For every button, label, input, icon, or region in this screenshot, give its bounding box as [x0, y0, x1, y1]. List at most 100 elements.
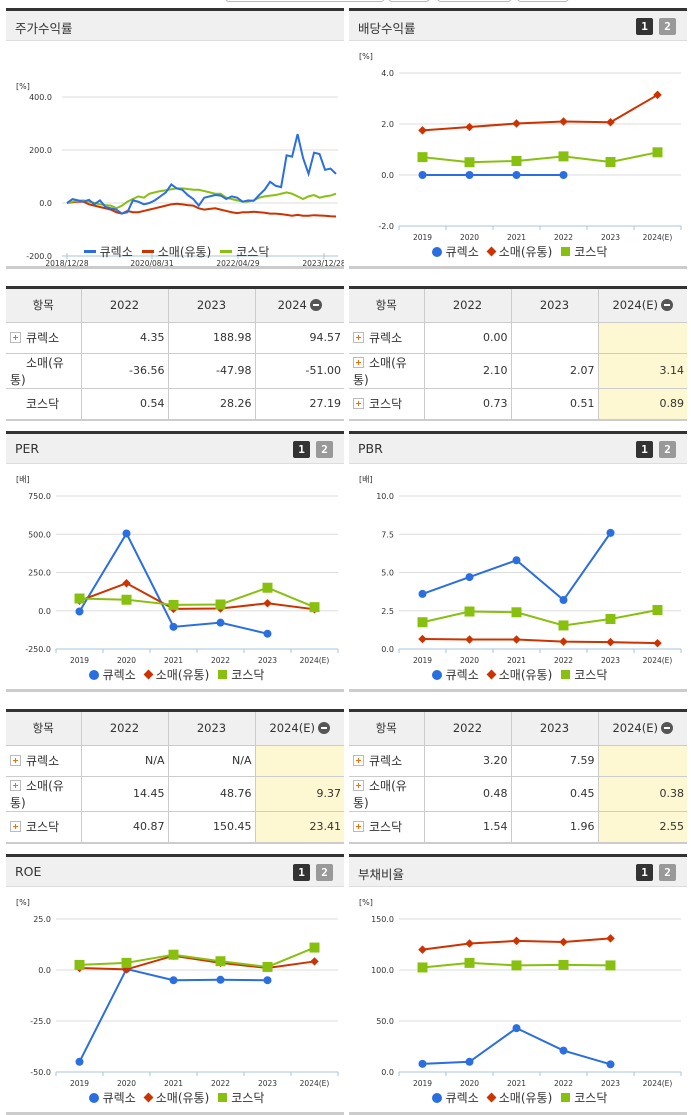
diamond-marker-icon — [143, 669, 154, 680]
legend-item-industry[interactable]: 소매(유통) — [485, 243, 553, 260]
circle-marker-icon — [88, 1092, 99, 1103]
legend-item-company[interactable]: 큐렉소 — [81, 243, 133, 260]
legend-label: 큐렉소 — [445, 668, 479, 682]
legend-label: 큐렉소 — [99, 245, 133, 259]
collapse-column-icon[interactable] — [309, 298, 322, 311]
value-cell: 3.14 — [598, 353, 687, 389]
svg-text:2020: 2020 — [460, 1079, 479, 1088]
page-2-button[interactable]: 2 — [659, 18, 676, 35]
value-cell: 0.89 — [598, 388, 687, 419]
value-cell: N/A — [168, 745, 256, 777]
legend-item-kosdaq[interactable]: 코스닥 — [215, 666, 264, 683]
value-cell: 1.54 — [424, 811, 512, 842]
table-row: 소매(유통) 0.48 0.45 0.38 — [349, 776, 687, 812]
circle-marker-icon — [88, 669, 99, 680]
legend-item-kosdaq[interactable]: 코스닥 — [217, 243, 269, 260]
value-cell: 2.55 — [598, 811, 687, 842]
line-marker-icon — [83, 250, 96, 253]
row-label: 큐렉소 — [349, 322, 425, 354]
svg-text:[배]: [배] — [359, 475, 373, 484]
svg-text:-25.0: -25.0 — [30, 1017, 51, 1026]
line-chart: [배] 750.0 500.0 250.0 0.0 -250.0 2019 2020 2021 2… — [16, 475, 339, 665]
panel-header: PER 1 2 — [6, 434, 344, 464]
value-cell — [511, 322, 599, 354]
expand-plus-icon[interactable] — [10, 779, 21, 791]
column-header-item: 항목 — [6, 289, 82, 323]
collapse-column-icon[interactable] — [661, 721, 673, 734]
expand-plus-icon[interactable] — [353, 356, 364, 368]
page-1-button[interactable]: 1 — [293, 864, 310, 881]
svg-text:0.0: 0.0 — [38, 966, 51, 975]
column-header-year: 2022 — [424, 289, 512, 323]
panel-title: PBR — [358, 441, 383, 456]
page-2-button[interactable]: 2 — [659, 864, 676, 881]
header-label: 2022 — [452, 721, 483, 736]
collapse-column-icon[interactable] — [318, 721, 330, 734]
toolbar-button[interactable] — [437, 0, 512, 2]
legend-item-industry[interactable]: 소매(유통) — [485, 1089, 552, 1106]
header-label: 2024(E) — [269, 721, 315, 736]
legend-item-company[interactable]: 큐렉소 — [429, 243, 479, 260]
panel-title: 배당수익률 — [358, 21, 416, 36]
header-label: 2023 — [539, 298, 570, 313]
legend-item-kosdaq[interactable]: 코스닥 — [558, 666, 607, 683]
expand-plus-icon[interactable] — [353, 398, 364, 410]
legend-item-kosdaq[interactable]: 코스닥 — [558, 243, 607, 260]
page-2-button[interactable]: 2 — [316, 864, 333, 881]
page-1-button[interactable]: 1 — [636, 18, 653, 35]
svg-text:150.0: 150.0 — [371, 915, 394, 924]
expand-plus-icon[interactable] — [353, 755, 364, 766]
legend-item-company[interactable]: 큐렉소 — [86, 666, 136, 683]
pbr-panel: PBR 1 2 [배] 10.0 7.5 5.0 2.5 0.0 2019 2020 2021 2… — [349, 431, 687, 692]
expand-plus-icon[interactable] — [10, 821, 21, 833]
column-header-item: 항목 — [349, 712, 425, 746]
legend-item-kosdaq[interactable]: 코스닥 — [558, 1089, 607, 1106]
circle-marker-icon — [431, 669, 442, 680]
toolbar-button[interactable] — [225, 0, 385, 2]
expand-plus-icon[interactable] — [353, 332, 364, 343]
page-2-button[interactable]: 2 — [659, 441, 676, 458]
collapse-column-icon[interactable] — [661, 298, 673, 311]
value-cell: 28.26 — [168, 388, 256, 419]
legend-item-industry[interactable]: 소매(유통) — [485, 666, 552, 683]
expand-plus-icon[interactable] — [10, 755, 21, 766]
page-1-button[interactable]: 1 — [293, 441, 310, 458]
row-label: 큐렉소 — [6, 322, 82, 354]
per-chart: [배] 750.0 500.0 250.0 0.0 -250.0 2019 2020 2021 2… — [6, 464, 344, 692]
svg-text:250.0: 250.0 — [28, 569, 51, 578]
line-chart: [%]25.0 0.0 -25.0 -50.0 2019 2020 2021 2022 2023… — [16, 898, 339, 1088]
legend-item-company[interactable]: 큐렉소 — [429, 666, 479, 683]
svg-text:[배]: [배] — [16, 475, 30, 484]
legend-label: 큐렉소 — [102, 1091, 136, 1105]
svg-text:-50.0: -50.0 — [30, 1068, 51, 1077]
toolbar-button[interactable] — [517, 0, 569, 2]
value-cell: 48.76 — [168, 776, 256, 812]
svg-text:2019: 2019 — [70, 1079, 89, 1088]
value-cell: 0.48 — [424, 776, 512, 812]
column-header-year: 2024(E) — [255, 712, 344, 746]
roe-panel: ROE 1 2 [%] 25.0 0.0 -25.0 -50.0 2019 2020 2021… — [6, 854, 344, 1115]
legend-item-industry[interactable]: 소매(유통) — [142, 1089, 209, 1106]
page-2-button[interactable]: 2 — [316, 441, 333, 458]
page-1-button[interactable]: 1 — [636, 441, 653, 458]
legend-label: 소매(유통) — [498, 245, 553, 259]
legend-item-kosdaq[interactable]: 코스닥 — [215, 1089, 264, 1106]
svg-text:2023: 2023 — [601, 233, 620, 242]
value-cell: N/A — [81, 745, 169, 777]
legend-item-industry[interactable]: 소매(유통) — [142, 666, 209, 683]
legend-label: 코스닥 — [231, 668, 265, 682]
expand-plus-icon[interactable] — [353, 821, 364, 833]
legend-item-industry[interactable]: 소매(유통) — [139, 243, 211, 260]
expand-plus-icon[interactable] — [10, 332, 21, 343]
table-row: 코스닥 40.87 150.45 23.41 — [6, 811, 344, 842]
stock-return-table: 항목 2022 2023 2024 큐렉소 4.35 188.98 94.57 소매(유통) -3… — [6, 289, 344, 419]
svg-text:2020: 2020 — [460, 233, 479, 242]
page-1-button[interactable]: 1 — [636, 864, 653, 881]
column-header-year: 2022 — [81, 712, 169, 746]
legend-item-company[interactable]: 큐렉소 — [86, 1089, 136, 1106]
toolbar-button[interactable] — [388, 0, 430, 2]
diamond-marker-icon — [486, 246, 497, 257]
legend-item-company[interactable]: 큐렉소 — [429, 1089, 479, 1106]
expand-plus-icon[interactable] — [353, 779, 364, 791]
svg-text:-200.0: -200.0 — [26, 252, 52, 261]
